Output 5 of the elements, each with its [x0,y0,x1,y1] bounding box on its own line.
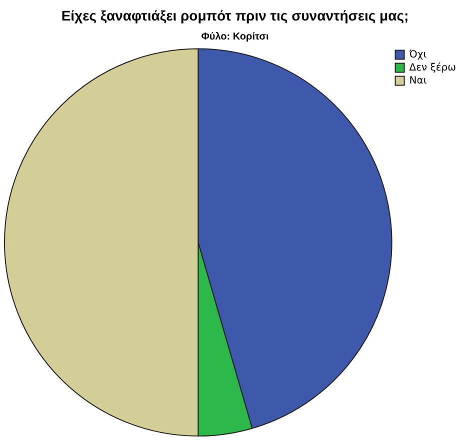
legend-label: Όχι [408,49,428,60]
legend-label: Ναι [409,75,428,86]
chart-title: Είχες ξαναφτιάξει ρομπότ πριν τις συναντήσεις μας; [61,7,409,24]
legend-label: Δεν ξέρω [409,62,456,74]
chart-subtitle: Φύλο: Κορίτσι [201,32,269,43]
